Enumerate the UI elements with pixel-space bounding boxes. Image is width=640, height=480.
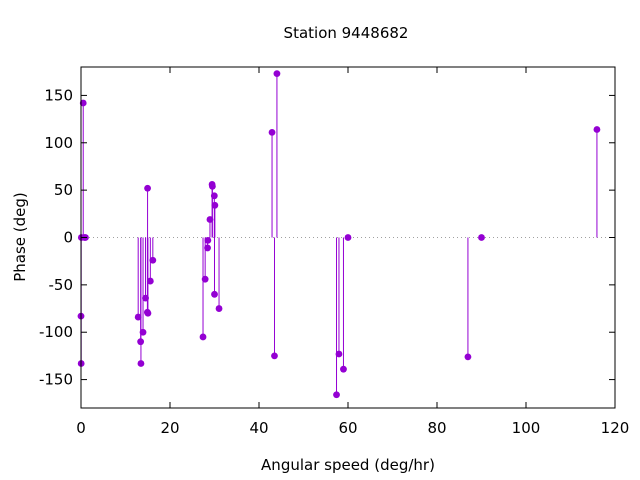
y-tick-label: -50 bbox=[49, 276, 74, 294]
x-tick-label: 80 bbox=[427, 419, 446, 437]
data-point bbox=[149, 256, 157, 264]
data-point bbox=[271, 352, 278, 360]
data-point bbox=[268, 128, 276, 136]
data-point bbox=[79, 99, 87, 107]
data-point bbox=[209, 182, 216, 190]
data-point bbox=[478, 234, 485, 241]
y-axis-label: Phase (deg) bbox=[11, 192, 29, 282]
y-tick-label: 50 bbox=[54, 181, 73, 199]
x-tick-label: 0 bbox=[76, 419, 86, 437]
data-point bbox=[464, 353, 472, 361]
x-tick-label: 40 bbox=[249, 419, 268, 437]
y-tick-label: 100 bbox=[44, 134, 73, 152]
data-point bbox=[134, 313, 142, 321]
data-point bbox=[215, 305, 223, 312]
data-point bbox=[142, 294, 149, 302]
data-point bbox=[204, 236, 212, 244]
y-tick-label: 0 bbox=[63, 229, 73, 247]
data-point bbox=[211, 201, 219, 209]
impulse-lines bbox=[80, 73, 598, 395]
data-point bbox=[273, 70, 281, 78]
data-point bbox=[335, 350, 343, 358]
data-points bbox=[77, 70, 601, 399]
data-point bbox=[344, 234, 352, 241]
data-point bbox=[593, 126, 601, 133]
data-point bbox=[333, 391, 340, 399]
data-point bbox=[144, 309, 152, 317]
data-point bbox=[139, 328, 147, 336]
data-point bbox=[340, 365, 347, 373]
data-point bbox=[210, 192, 218, 200]
y-tick-label: -100 bbox=[39, 323, 73, 341]
x-tick-label: 60 bbox=[338, 419, 357, 437]
x-tick-label: 100 bbox=[512, 419, 541, 437]
x-tick-label: 120 bbox=[601, 419, 630, 437]
data-point bbox=[211, 290, 218, 298]
data-point bbox=[137, 338, 145, 346]
data-point bbox=[206, 216, 214, 223]
data-point bbox=[137, 360, 145, 367]
data-point bbox=[201, 275, 209, 283]
y-tick-label: -150 bbox=[39, 371, 73, 389]
chart-title: Station 9448682 bbox=[284, 24, 409, 42]
data-point bbox=[144, 184, 151, 192]
data-point bbox=[199, 333, 207, 341]
x-axis-ticks: 0 20 40 60 80 100 120 bbox=[76, 67, 629, 437]
data-point bbox=[146, 277, 154, 285]
x-axis-label: Angular speed (deg/hr) bbox=[261, 456, 435, 474]
y-tick-label: 150 bbox=[44, 86, 73, 104]
y-axis-ticks: -150 -100 -50 0 50 100 150 bbox=[39, 86, 615, 389]
x-tick-label: 20 bbox=[160, 419, 179, 437]
data-point bbox=[204, 244, 211, 252]
